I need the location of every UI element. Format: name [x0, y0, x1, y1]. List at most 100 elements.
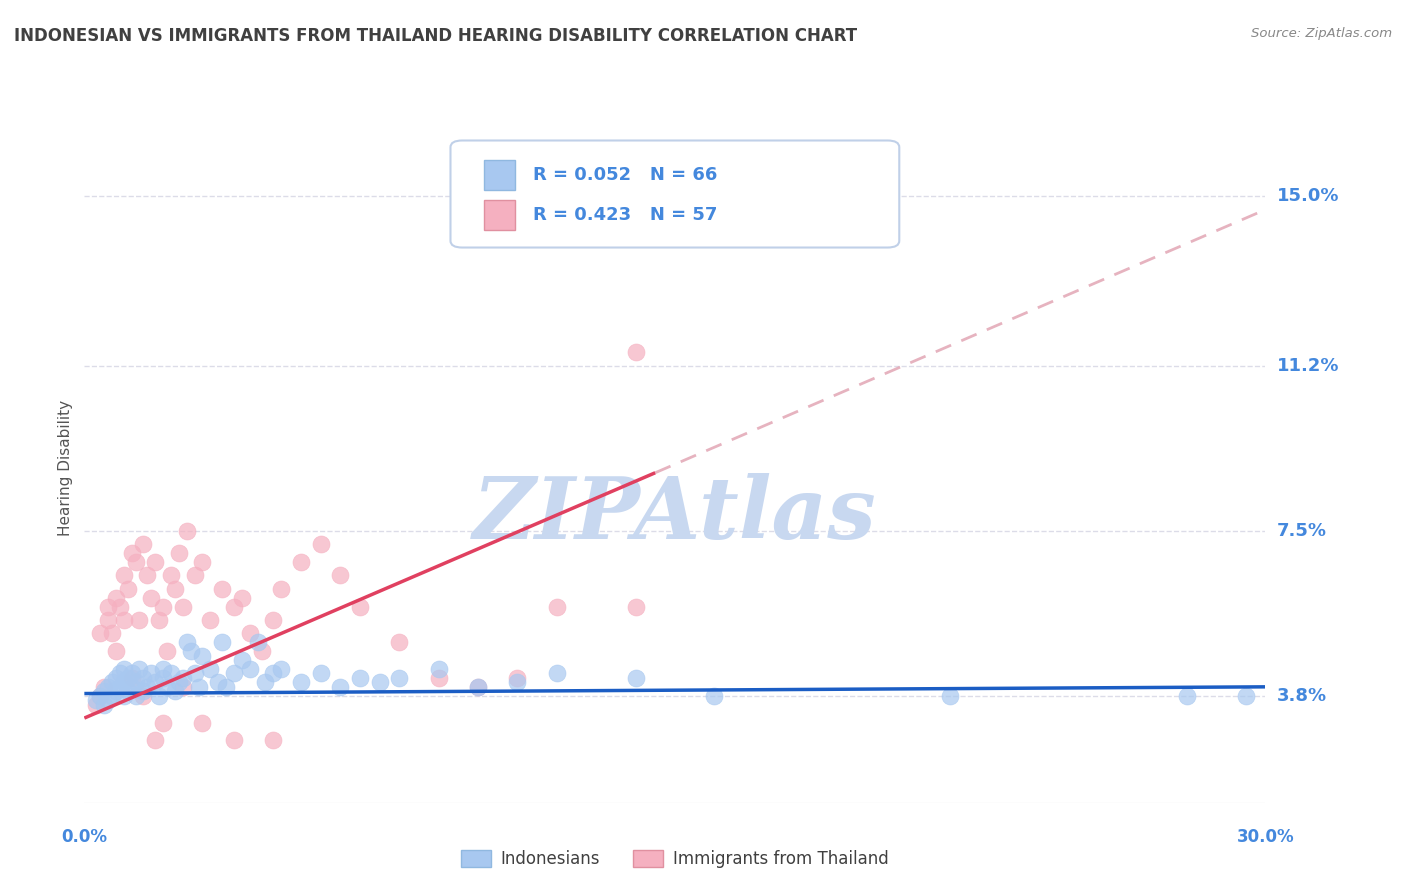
- Point: [262, 733, 284, 747]
- Point: [290, 675, 312, 690]
- Point: [112, 568, 135, 582]
- Point: [176, 524, 198, 538]
- Point: [121, 546, 143, 560]
- Point: [93, 684, 115, 698]
- Text: R = 0.052   N = 66: R = 0.052 N = 66: [533, 166, 717, 185]
- Point: [89, 626, 111, 640]
- Point: [388, 635, 411, 649]
- Point: [349, 671, 371, 685]
- Point: [97, 613, 120, 627]
- Point: [262, 613, 284, 627]
- Point: [388, 671, 411, 685]
- Point: [215, 680, 238, 694]
- Point: [84, 693, 107, 707]
- Point: [427, 662, 450, 676]
- Point: [124, 555, 146, 569]
- Point: [160, 666, 183, 681]
- Point: [200, 662, 222, 676]
- Point: [231, 653, 253, 667]
- Point: [309, 666, 332, 681]
- Point: [108, 666, 131, 681]
- Point: [152, 662, 174, 676]
- Point: [254, 675, 277, 690]
- Point: [108, 680, 131, 694]
- Point: [136, 568, 159, 582]
- Text: 7.5%: 7.5%: [1277, 522, 1326, 540]
- Point: [143, 555, 166, 569]
- Point: [624, 671, 647, 685]
- Point: [128, 662, 150, 676]
- Point: [368, 675, 391, 690]
- Point: [104, 671, 127, 685]
- Text: R = 0.423   N = 57: R = 0.423 N = 57: [533, 206, 717, 224]
- Point: [89, 689, 111, 703]
- Point: [246, 635, 269, 649]
- Point: [101, 675, 124, 690]
- Point: [167, 675, 190, 690]
- Point: [191, 555, 214, 569]
- Point: [172, 671, 194, 685]
- Text: 15.0%: 15.0%: [1277, 187, 1339, 205]
- Point: [97, 693, 120, 707]
- Point: [112, 675, 135, 690]
- Point: [132, 684, 155, 698]
- Point: [163, 684, 186, 698]
- Point: [191, 715, 214, 730]
- Point: [152, 715, 174, 730]
- Point: [101, 689, 124, 703]
- Point: [329, 568, 352, 582]
- FancyBboxPatch shape: [450, 141, 900, 248]
- Point: [148, 689, 170, 703]
- Point: [211, 582, 233, 596]
- Point: [124, 689, 146, 703]
- Point: [222, 733, 245, 747]
- Point: [124, 675, 146, 690]
- Point: [467, 680, 489, 694]
- Point: [329, 680, 352, 694]
- Point: [270, 662, 292, 676]
- Point: [141, 591, 163, 605]
- Point: [152, 671, 174, 685]
- Point: [624, 599, 647, 614]
- Point: [1175, 689, 1198, 703]
- Point: [624, 345, 647, 359]
- Point: [172, 680, 194, 694]
- Point: [128, 613, 150, 627]
- Text: ZIPAtlas: ZIPAtlas: [472, 474, 877, 557]
- Point: [121, 671, 143, 685]
- Text: 3.8%: 3.8%: [1277, 687, 1327, 705]
- FancyBboxPatch shape: [484, 161, 516, 190]
- Point: [207, 675, 229, 690]
- Legend: Indonesians, Immigrants from Thailand: Indonesians, Immigrants from Thailand: [454, 843, 896, 875]
- Point: [270, 582, 292, 596]
- Point: [506, 675, 529, 690]
- Point: [143, 675, 166, 690]
- FancyBboxPatch shape: [484, 200, 516, 229]
- Point: [112, 689, 135, 703]
- Point: [93, 698, 115, 712]
- Point: [112, 662, 135, 676]
- Point: [506, 671, 529, 685]
- Point: [167, 546, 190, 560]
- Point: [231, 591, 253, 605]
- Point: [104, 591, 127, 605]
- Point: [143, 733, 166, 747]
- Point: [101, 626, 124, 640]
- Point: [309, 537, 332, 551]
- Point: [132, 671, 155, 685]
- Point: [239, 626, 262, 640]
- Point: [222, 599, 245, 614]
- Point: [939, 689, 962, 703]
- Point: [121, 680, 143, 694]
- Point: [262, 666, 284, 681]
- Point: [104, 644, 127, 658]
- Point: [117, 582, 139, 596]
- Point: [200, 613, 222, 627]
- Point: [156, 644, 179, 658]
- Point: [97, 680, 120, 694]
- Text: 11.2%: 11.2%: [1277, 357, 1339, 375]
- Point: [239, 662, 262, 676]
- Point: [136, 680, 159, 694]
- Point: [183, 568, 205, 582]
- Point: [172, 599, 194, 614]
